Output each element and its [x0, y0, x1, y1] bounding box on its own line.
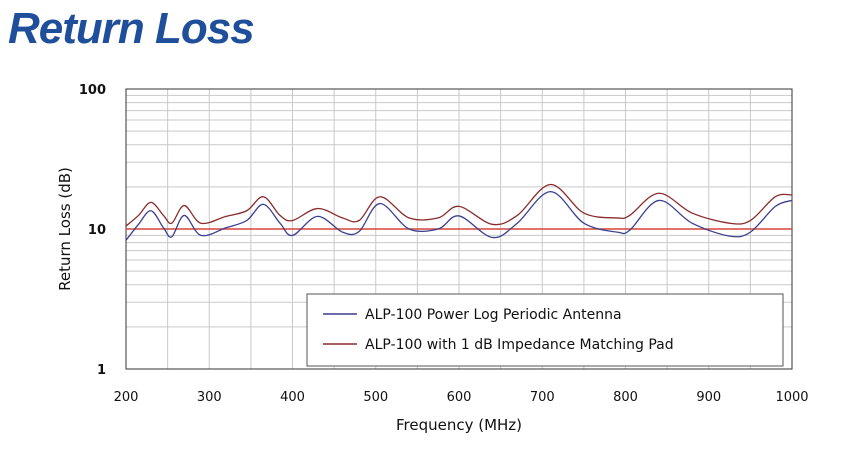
y-tick-label: 100 [79, 83, 106, 98]
legend-label: ALP-100 Power Log Periodic Antenna [365, 307, 622, 323]
x-tick-label: 1000 [775, 390, 808, 405]
legend: ALP-100 Power Log Periodic Antenna ALP-1… [306, 293, 784, 367]
series-lines [125, 183, 793, 241]
page-title: Return Loss [8, 4, 255, 53]
x-tick-label: 600 [447, 390, 472, 405]
y-tick-labels: 1 10 100 [79, 83, 106, 378]
series-line-0 [125, 190, 793, 241]
x-axis-title: Frequency (MHz) [396, 416, 522, 434]
y-tick-label: 1 [97, 363, 106, 378]
x-tick-label: 200 [114, 390, 139, 405]
legend-box [306, 293, 784, 367]
x-tick-label: 500 [363, 390, 388, 405]
y-axis-title: Return Loss (dB) [56, 167, 74, 291]
x-tick-label: 800 [613, 390, 638, 405]
x-tick-labels: 200 300 400 500 600 700 800 900 1000 [114, 390, 809, 405]
y-tick-label: 10 [88, 223, 106, 238]
x-tick-label: 900 [696, 390, 721, 405]
legend-label: ALP-100 with 1 dB Impedance Matching Pad [365, 337, 674, 353]
x-tick-label: 700 [530, 390, 555, 405]
series-line-1 [125, 183, 793, 227]
x-tick-label: 400 [280, 390, 305, 405]
x-tick-label: 300 [197, 390, 222, 405]
